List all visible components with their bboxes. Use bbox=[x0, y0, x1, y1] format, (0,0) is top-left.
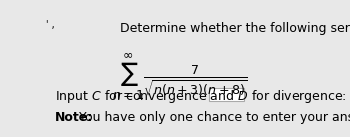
Text: Determine whether the following series converges or diverges:: Determine whether the following series c… bbox=[120, 22, 350, 35]
Text: Input $C$ for convergence and $D$ for divergence:: Input $C$ for convergence and $D$ for di… bbox=[55, 88, 346, 105]
Text: Note:: Note: bbox=[55, 111, 93, 124]
Text: ' ,: ' , bbox=[47, 20, 55, 30]
Text: $\sum_{n=1}^{\infty} \frac{7}{\sqrt{n(n+3)(n+8)}}$: $\sum_{n=1}^{\infty} \frac{7}{\sqrt{n(n+… bbox=[112, 52, 247, 102]
Text: You have only one chance to enter your answer.: You have only one chance to enter your a… bbox=[75, 111, 350, 124]
FancyBboxPatch shape bbox=[209, 88, 244, 101]
